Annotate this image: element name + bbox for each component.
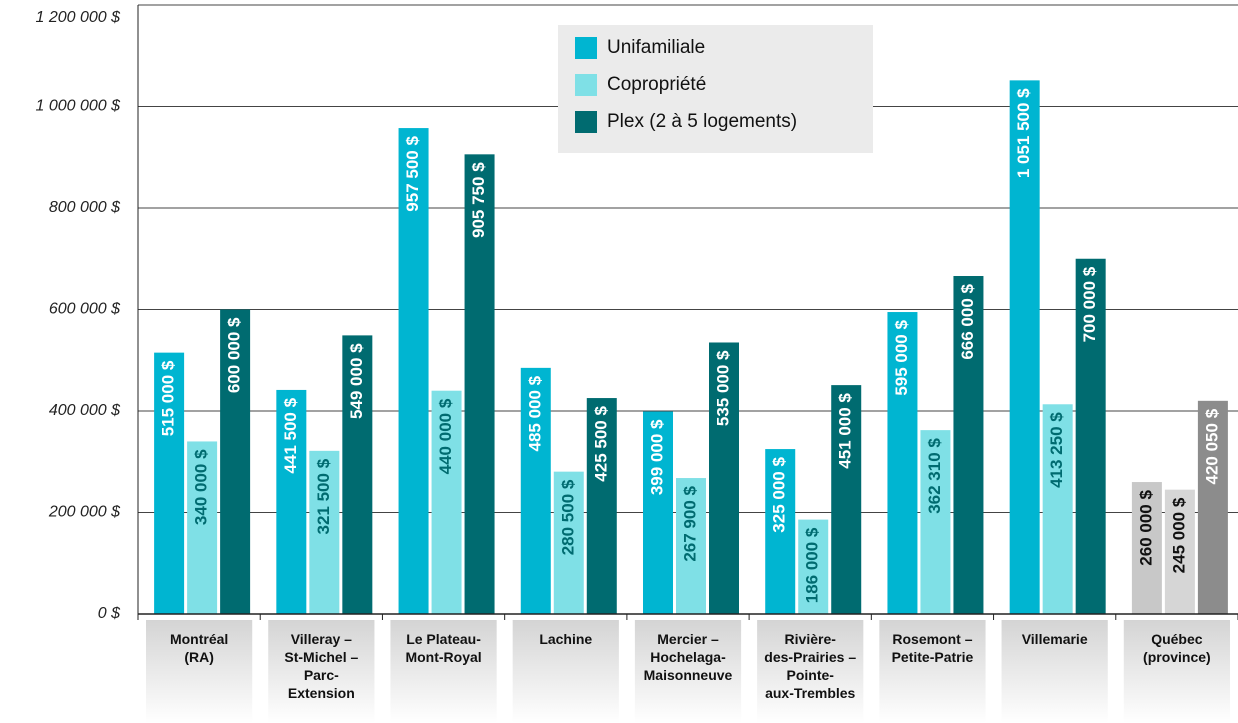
x-tick-label: Villemarie (1022, 631, 1088, 647)
y-tick-label: 200 000 $ (48, 504, 121, 521)
bar (342, 335, 373, 614)
legend-label: Plex (2 à 5 logements) (607, 111, 797, 132)
legend-swatch (575, 74, 597, 96)
bar (887, 312, 918, 614)
x-tick-label: Le Plateau-Mont-Royal (405, 631, 481, 665)
value-label: 245 000 $ (1169, 497, 1188, 573)
value-label: 549 000 $ (347, 343, 366, 419)
bar (154, 352, 185, 614)
bar (398, 128, 429, 614)
bar (709, 342, 739, 614)
value-label: 280 500 $ (558, 479, 577, 555)
bar (220, 309, 251, 614)
value-label: 700 000 $ (1080, 266, 1099, 342)
bar (953, 276, 984, 614)
x-tick-label: Montréal (RA) (170, 631, 228, 665)
value-label: 440 000 $ (436, 398, 455, 474)
value-label: 515 000 $ (159, 360, 178, 436)
bar (1131, 482, 1162, 614)
bar (1075, 258, 1106, 614)
bar (309, 450, 340, 614)
category-background (268, 620, 375, 723)
value-label: 957 500 $ (403, 136, 422, 212)
category-background (879, 620, 986, 723)
x-tick-label: Lachine (539, 631, 592, 647)
value-label: 325 000 $ (770, 457, 789, 533)
bar (464, 154, 495, 614)
category-background (757, 620, 864, 723)
value-label: 340 000 $ (192, 449, 211, 525)
bar (765, 449, 796, 614)
bar (1164, 489, 1195, 614)
x-tick-label: Rosemont – Petite-Patrie (892, 631, 974, 665)
bar (276, 389, 307, 614)
legend-label: Unifamiliale (607, 37, 705, 58)
value-label: 535 000 $ (713, 350, 732, 426)
category-background (1123, 620, 1230, 723)
x-tick-label: Rivière-des-Prairies – Pointe-aux-Tremble… (764, 631, 856, 701)
y-tick-label: 1 000 000 $ (35, 98, 121, 115)
category-background (146, 620, 253, 723)
bar (431, 390, 462, 614)
value-label: 441 500 $ (281, 397, 300, 473)
bar (676, 478, 706, 614)
y-tick-label: 800 000 $ (49, 199, 121, 216)
legend-label: Copropriété (607, 74, 706, 95)
value-label: 595 000 $ (892, 320, 911, 396)
value-label: 413 250 $ (1047, 412, 1066, 488)
value-label: 451 000 $ (836, 393, 855, 469)
category-background (1001, 620, 1108, 723)
value-label: 425 500 $ (591, 406, 610, 482)
legend-swatch (575, 111, 597, 133)
value-label: 321 500 $ (314, 458, 333, 534)
bar (1197, 400, 1228, 614)
category-background (634, 620, 742, 723)
value-label: 267 900 $ (680, 486, 699, 562)
x-tick-label: Mercier – Hochelaga-Maisonneuve (644, 631, 733, 683)
legend-background (558, 25, 873, 153)
value-label: 260 000 $ (1136, 490, 1155, 566)
value-label: 362 310 $ (925, 438, 944, 514)
value-label: 1 051 500 $ (1014, 88, 1033, 178)
value-label: 600 000 $ (225, 317, 244, 393)
category-background (512, 620, 619, 723)
y-tick-label: 1 200 000 $ (35, 9, 121, 26)
bar (643, 411, 673, 614)
bar (920, 430, 951, 614)
value-label: 186 000 $ (803, 527, 822, 603)
value-label: 399 000 $ (647, 419, 666, 495)
bar (187, 441, 218, 614)
y-tick-label: 400 000 $ (49, 402, 121, 419)
bar (586, 398, 617, 614)
legend-swatch (575, 37, 597, 59)
y-tick-label: 600 000 $ (49, 301, 121, 318)
bar (1009, 80, 1040, 614)
value-label: 905 750 $ (469, 162, 488, 238)
x-tick-label: Québec (province) (1143, 631, 1211, 665)
value-label: 420 050 $ (1202, 408, 1221, 484)
bar (553, 471, 584, 614)
value-label: 485 000 $ (525, 375, 544, 451)
bar (1042, 404, 1073, 614)
bar (798, 519, 829, 614)
category-background (390, 620, 497, 723)
y-tick-label: 0 $ (98, 605, 121, 622)
bar (831, 385, 862, 614)
x-tick-label: Villeray – St-Michel – Parc-Extension (284, 631, 358, 701)
value-label: 666 000 $ (958, 283, 977, 359)
bar (520, 367, 551, 614)
